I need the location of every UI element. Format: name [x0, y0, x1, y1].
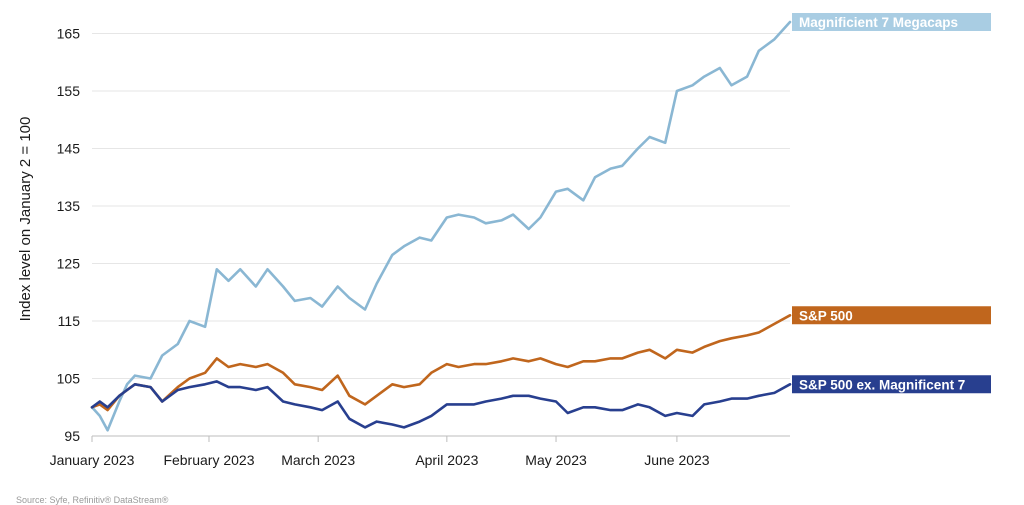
series-label-magnificient-7-megacaps: Magnificient 7 Megacaps [792, 13, 991, 31]
series-line-magnificient-7-megacaps [90, 20, 792, 432]
y-tick-label-125: 125 [57, 256, 81, 272]
series-label-s-p-500-ex-magnificent-7: S&P 500 ex. Magnificent 7 [792, 375, 991, 394]
y-tick-label-105: 105 [57, 371, 81, 387]
x-axis: January 2023 February 2023 March 2023 April… [50, 435, 790, 468]
series-line-s-p-500 [90, 313, 792, 412]
x-tick-label-january-2023: January 2023 [50, 452, 135, 468]
x-tick-label-may-2023: May 2023 [525, 452, 587, 468]
x-tick-label-april-2023: April 2023 [415, 452, 478, 468]
y-tick-label-145: 145 [57, 141, 81, 157]
y-tick-label-165: 165 [57, 26, 81, 42]
series-label-background [792, 306, 991, 325]
y-tick-label-135: 135 [57, 198, 81, 214]
y-axis-title: Index level on January 2 = 100 [17, 117, 34, 322]
series-label-text: S&P 500 [799, 308, 853, 323]
y-tick-label-115: 115 [58, 313, 81, 329]
series-label-text: S&P 500 ex. Magnificent 7 [799, 377, 965, 392]
series-label-background [792, 375, 991, 394]
x-tick-label-june-2023: June 2023 [644, 452, 710, 468]
series-lines [90, 20, 792, 432]
source-note: Source: Syfe, Refinitiv® DataStream® [16, 495, 169, 505]
series-label-s-p-500: S&P 500 [792, 306, 991, 325]
series-line-s-p-500-ex-magnificent-7 [90, 380, 792, 429]
y-axis-ticks: 95 105 115 125 135 145 155 165 [57, 26, 81, 445]
series-label-background [792, 13, 991, 31]
gridlines [92, 33, 790, 379]
y-tick-label-155: 155 [57, 83, 81, 99]
y-tick-label-95: 95 [64, 428, 80, 444]
x-tick-label-march-2023: March 2023 [281, 452, 355, 468]
series-labels: Magnificient 7 Megacaps S&P 500 S&P 500 ex… [792, 13, 991, 394]
x-tick-label-february-2023: February 2023 [163, 452, 254, 468]
series-label-text: Magnificient 7 Megacaps [799, 15, 958, 30]
